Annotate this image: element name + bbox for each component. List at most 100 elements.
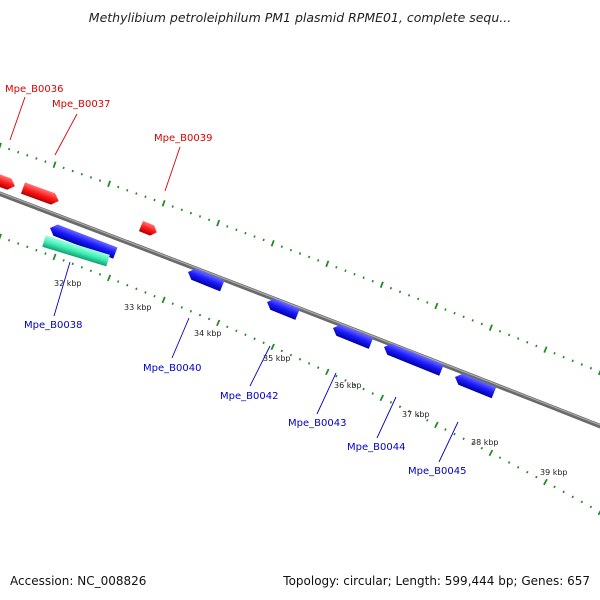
ring-dot xyxy=(244,333,247,337)
ring-dot xyxy=(135,287,138,291)
ring-dot xyxy=(535,475,538,479)
ring-dot xyxy=(526,470,529,474)
ring-dot xyxy=(98,273,102,276)
ring-dot xyxy=(262,238,265,242)
ring-dot xyxy=(62,166,65,170)
ring-major-tick xyxy=(543,346,548,353)
ring-dot xyxy=(416,414,420,418)
ring-dot xyxy=(44,160,47,163)
gene-arrow-mpe-b0045[interactable] xyxy=(453,371,497,399)
gene-label-mpe-b0037[interactable]: Mpe_B0037 xyxy=(52,99,110,110)
ring-dot xyxy=(280,349,283,353)
ring-dot xyxy=(226,225,229,228)
genome-backbone xyxy=(0,191,600,429)
ring-dot xyxy=(526,340,529,344)
ring-dot xyxy=(498,456,502,460)
ring-major-tick xyxy=(52,161,57,169)
ring-dot xyxy=(344,379,347,382)
inner-dotted-ring xyxy=(0,233,600,516)
ring-dot xyxy=(562,490,565,494)
ring-dot xyxy=(180,306,183,309)
ring-dot xyxy=(498,329,502,333)
ring-dot xyxy=(471,442,474,445)
ring-major-tick xyxy=(52,253,57,261)
ring-major-tick xyxy=(597,369,600,376)
ring-dot xyxy=(407,293,411,297)
ring-dot xyxy=(207,317,211,321)
ring-dot xyxy=(298,252,302,255)
ring-dot xyxy=(144,195,147,199)
ring-dot xyxy=(226,325,229,329)
gene-label-mpe-b0045[interactable]: Mpe_B0045 xyxy=(408,466,466,477)
gene-arrow-mpe-b0036[interactable] xyxy=(0,174,17,191)
ring-major-tick xyxy=(270,239,275,247)
ring-dot xyxy=(507,333,511,337)
ring-dot xyxy=(80,266,83,269)
ring-dot xyxy=(153,294,156,298)
ring-major-tick xyxy=(597,510,600,516)
ring-dot xyxy=(317,259,320,262)
gene-arrow-mpe-b0040[interactable] xyxy=(186,266,225,292)
gene-arrow-mpe-b0044[interactable] xyxy=(382,341,444,376)
ring-dot xyxy=(507,461,511,464)
reverse-gene-labels: Mpe_B0038 Mpe_B0040 Mpe_B0042 Mpe_B0043 … xyxy=(24,261,466,477)
ring-dot xyxy=(580,500,584,504)
ring-dot xyxy=(426,301,429,304)
tick-label-38-kbp: 38 kbp xyxy=(471,438,499,447)
ring-dot xyxy=(307,255,311,259)
ring-major-tick xyxy=(325,260,330,268)
ring-dot xyxy=(126,283,129,287)
ring-major-tick xyxy=(270,343,275,351)
tick-label-37-kbp: 37 kbp xyxy=(402,410,430,419)
ring-dot xyxy=(117,185,120,189)
gene-arrow-mpe-b0039[interactable] xyxy=(138,220,159,238)
ring-dot xyxy=(144,291,147,294)
ring-dot xyxy=(389,286,393,290)
ring-dot xyxy=(253,235,256,238)
ring-dot xyxy=(171,205,174,208)
ring-dot xyxy=(135,192,138,195)
ring-dot xyxy=(207,218,211,222)
ring-dot xyxy=(316,366,320,369)
ring-dot xyxy=(517,337,520,340)
gene-arrow-blue-1[interactable] xyxy=(48,222,118,259)
gene-arrow-mpe-b0043[interactable] xyxy=(331,322,374,349)
tick-label-36-kbp: 36 kbp xyxy=(334,381,362,390)
gene-label-mpe-b0036[interactable]: Mpe_B0036 xyxy=(5,84,63,95)
ring-dot xyxy=(589,366,593,370)
ring-dot xyxy=(289,353,293,357)
ring-dot xyxy=(398,405,402,409)
ring-dot xyxy=(17,150,20,154)
ring-dot xyxy=(198,313,202,317)
outer-dotted-ring xyxy=(0,142,600,376)
gene-label-mpe-b0040[interactable]: Mpe_B0040 xyxy=(143,363,201,374)
reverse-gene-track xyxy=(48,222,497,399)
gene-arrow-mpe-b0037[interactable] xyxy=(20,182,61,206)
gene-label-mpe-b0042[interactable]: Mpe_B0042 xyxy=(220,391,278,402)
ring-dot xyxy=(553,352,556,355)
ring-dot xyxy=(480,446,484,450)
gene-label-mpe-b0039[interactable]: Mpe_B0039 xyxy=(154,133,212,144)
gene-label-mpe-b0044[interactable]: Mpe_B0044 xyxy=(347,442,405,453)
ring-dot xyxy=(189,211,193,215)
ring-dot xyxy=(44,252,47,255)
gene-bar-mpe-b0038[interactable] xyxy=(42,235,110,267)
ring-dot xyxy=(117,280,120,283)
ring-major-tick xyxy=(0,233,2,240)
ring-major-tick xyxy=(216,319,221,327)
gene-label-mpe-b0038[interactable]: Mpe_B0038 xyxy=(24,320,82,331)
gene-arrow-mpe-b0042[interactable] xyxy=(265,296,300,320)
ring-major-tick xyxy=(325,368,330,376)
ring-dot xyxy=(589,505,593,509)
tick-label-32-kbp: 32 kbp xyxy=(54,279,82,288)
ring-dot xyxy=(7,147,11,151)
scale-tick-labels: 32 kbp 33 kbp 34 kbp 35 kbp 36 kbp 37 kb… xyxy=(54,279,568,477)
gene-label-mpe-b0043[interactable]: Mpe_B0043 xyxy=(288,418,346,429)
ring-dot xyxy=(171,302,174,305)
ring-dot xyxy=(335,265,338,269)
ring-dot xyxy=(453,311,456,315)
ring-dot xyxy=(126,188,129,192)
ring-dot xyxy=(398,290,402,294)
tick-label-34-kbp: 34 kbp xyxy=(194,329,222,338)
